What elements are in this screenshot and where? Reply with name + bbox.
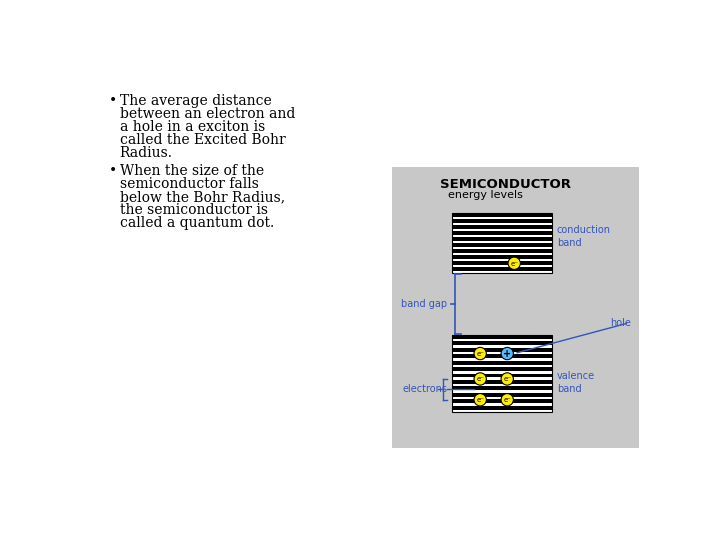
Bar	[452, 219, 552, 223]
Text: When the size of the: When the size of the	[120, 164, 264, 178]
Bar	[452, 361, 552, 365]
Bar	[392, 167, 639, 448]
Text: Radius.: Radius.	[120, 146, 173, 160]
Bar	[452, 335, 552, 339]
Circle shape	[501, 373, 513, 385]
Text: a hole in a exciton is: a hole in a exciton is	[120, 120, 265, 134]
Bar	[452, 399, 552, 403]
Bar	[452, 213, 552, 273]
Text: SEMICONDUCTOR: SEMICONDUCTOR	[440, 178, 571, 191]
Text: band gap: band gap	[402, 299, 448, 309]
Text: •: •	[109, 94, 117, 108]
Bar	[452, 335, 552, 412]
Bar	[452, 244, 552, 247]
Circle shape	[474, 394, 486, 406]
Bar	[452, 249, 552, 253]
Bar	[452, 213, 552, 273]
Text: valence
band: valence band	[557, 371, 595, 394]
Circle shape	[474, 347, 486, 360]
Circle shape	[501, 347, 513, 360]
Text: e⁻: e⁻	[503, 376, 511, 382]
Text: e⁻: e⁻	[476, 351, 484, 357]
Text: called a quantum dot.: called a quantum dot.	[120, 217, 274, 231]
Text: e⁻: e⁻	[503, 397, 511, 403]
Text: e⁻: e⁻	[510, 261, 518, 267]
Bar	[452, 335, 552, 412]
Bar	[452, 238, 552, 241]
Bar	[452, 267, 552, 271]
Bar	[452, 213, 552, 217]
Bar	[452, 261, 552, 265]
Bar	[452, 354, 552, 358]
Text: e⁻: e⁻	[476, 397, 484, 403]
Text: e⁻: e⁻	[476, 376, 484, 382]
Text: below the Bohr Radius,: below the Bohr Radius,	[120, 190, 284, 204]
Bar	[452, 380, 552, 384]
Circle shape	[508, 257, 521, 269]
Text: •: •	[109, 164, 117, 178]
Bar	[452, 341, 552, 346]
Text: called the Excited Bohr: called the Excited Bohr	[120, 133, 285, 147]
Bar	[452, 348, 552, 352]
Bar	[452, 374, 552, 377]
Bar	[452, 387, 552, 390]
Text: the semiconductor is: the semiconductor is	[120, 204, 268, 218]
Text: electrons: electrons	[403, 384, 448, 394]
Text: between an electron and: between an electron and	[120, 107, 295, 121]
Bar	[452, 393, 552, 397]
Bar	[452, 225, 552, 229]
Text: hole: hole	[610, 318, 631, 328]
Bar	[452, 232, 552, 235]
Circle shape	[501, 394, 513, 406]
Text: +: +	[503, 349, 511, 359]
Bar	[452, 367, 552, 371]
Text: energy levels: energy levels	[449, 190, 523, 200]
Text: The average distance: The average distance	[120, 94, 271, 108]
Text: semiconductor falls: semiconductor falls	[120, 177, 258, 191]
Circle shape	[474, 373, 486, 385]
Text: conduction
band: conduction band	[557, 225, 611, 248]
Bar	[452, 406, 552, 409]
Bar	[452, 255, 552, 259]
